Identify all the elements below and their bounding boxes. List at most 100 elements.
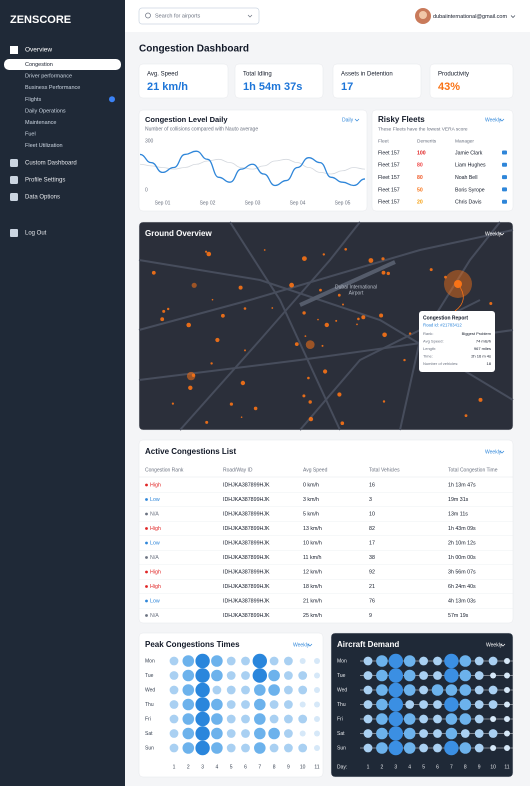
chevron xyxy=(499,450,505,454)
column-header: Avg Speed xyxy=(303,467,328,473)
cell: 10 xyxy=(369,511,375,517)
congestion-dot xyxy=(160,317,165,322)
message-icon[interactable] xyxy=(502,162,507,167)
bubble xyxy=(474,656,484,666)
bubble xyxy=(490,716,497,722)
bubble xyxy=(169,656,179,666)
period-select[interactable]: Weekly xyxy=(485,231,502,237)
bubble xyxy=(182,655,195,667)
nav-item[interactable]: Daily Operations xyxy=(25,108,66,114)
nav-item[interactable]: Congestion xyxy=(25,62,53,68)
kpi-label: Avg. Speed xyxy=(147,72,178,78)
bubble xyxy=(269,656,279,666)
hour-label: 9 xyxy=(478,764,481,770)
bubble xyxy=(314,672,320,679)
bubble xyxy=(211,727,223,740)
congestion-dot xyxy=(211,298,214,301)
nav-link[interactable]: Custom Dashboard xyxy=(25,161,77,167)
nav-icon xyxy=(10,176,18,184)
period-select[interactable]: Daily xyxy=(342,117,354,123)
line-series xyxy=(139,150,366,187)
period-select[interactable]: Weekly xyxy=(485,449,502,455)
bubble xyxy=(388,726,403,741)
message-icon[interactable] xyxy=(502,175,507,180)
congestion-dot xyxy=(368,258,374,263)
rank-dot xyxy=(145,512,148,516)
report-value: 18 xyxy=(487,361,492,366)
nav-link[interactable]: Profile Settings xyxy=(25,178,65,184)
column-header: Manager xyxy=(455,138,474,144)
demerits: 20 xyxy=(417,200,423,206)
period-select[interactable]: Weekly xyxy=(485,117,502,123)
bubble xyxy=(403,669,416,682)
report-value: 74 mls/h xyxy=(476,339,491,344)
logout-icon xyxy=(10,229,18,237)
x-tick-label: Sep 05 xyxy=(335,200,351,206)
congestion-dot xyxy=(382,400,386,403)
congestion-dot xyxy=(167,307,170,311)
bubble xyxy=(474,700,484,709)
cell: 38 xyxy=(369,555,375,561)
message-icon[interactable] xyxy=(502,187,507,192)
bubble xyxy=(376,669,388,682)
bubble xyxy=(226,729,236,738)
nav-item[interactable]: Flights xyxy=(25,97,41,103)
bubble xyxy=(388,653,403,669)
bubble xyxy=(474,729,484,738)
congestion-dot xyxy=(215,337,220,343)
congestion-dot xyxy=(381,257,385,261)
congestion-dot xyxy=(340,421,345,426)
nav-item[interactable]: Fuel xyxy=(25,132,36,138)
bubble xyxy=(403,727,416,740)
nav-item[interactable]: Maintenance xyxy=(25,120,57,126)
congestion-dot xyxy=(489,302,493,305)
cell: 12 km/h xyxy=(303,569,322,575)
message-icon[interactable] xyxy=(502,150,507,155)
cell: 2h 10m 12s xyxy=(448,540,476,546)
bubble xyxy=(169,671,179,680)
search-box[interactable] xyxy=(138,7,260,25)
congestion-dot xyxy=(308,400,312,404)
congestion-dot xyxy=(444,275,447,279)
cell: 25 km/h xyxy=(303,613,322,619)
bubble xyxy=(490,672,497,679)
report-key: Rank: xyxy=(423,331,433,336)
report-title: Congestion Report xyxy=(423,315,468,321)
card-title: Ground Overview xyxy=(145,229,212,238)
congestion-dot xyxy=(151,270,156,275)
nav-section[interactable]: Overview xyxy=(25,47,52,54)
manager: Liam Hughes xyxy=(455,163,486,169)
nav-item[interactable]: Business Performance xyxy=(25,85,80,91)
nav-link[interactable]: Data Options xyxy=(25,195,60,201)
chevron xyxy=(354,118,360,122)
bubble xyxy=(363,671,373,680)
nav-icon xyxy=(10,193,18,201)
period-select[interactable]: Weekly xyxy=(293,642,310,648)
congestion-dot xyxy=(289,282,294,288)
kpi-card xyxy=(234,63,324,99)
report-key: Length: xyxy=(423,346,436,351)
bubble xyxy=(504,730,510,737)
cell: IDHJKA387899HJK xyxy=(223,482,270,488)
map[interactable] xyxy=(138,221,514,431)
cell: 18 km/h xyxy=(303,584,322,590)
congestion-dot xyxy=(307,376,310,380)
bubble xyxy=(460,729,470,738)
bubble xyxy=(284,700,293,709)
demerits: 50 xyxy=(417,187,423,193)
bubble xyxy=(363,700,373,709)
column-header: Total Congestion Time xyxy=(448,467,498,473)
cell: 13 km/h xyxy=(303,526,322,532)
congestion-dot xyxy=(253,406,258,411)
cell: 19m 31s xyxy=(448,497,469,503)
bubble xyxy=(433,671,442,680)
nav-item[interactable]: Driver performance xyxy=(25,74,72,80)
bubble xyxy=(252,668,267,683)
logout[interactable]: Log Out xyxy=(25,231,47,237)
period-select[interactable]: Weekly xyxy=(486,642,503,648)
cell: 1h 13m 47s xyxy=(448,482,476,488)
bubble xyxy=(488,685,498,695)
rank-dot xyxy=(145,570,148,574)
nav-item[interactable]: Fleet Utilization xyxy=(25,143,63,149)
message-icon[interactable] xyxy=(502,199,507,204)
